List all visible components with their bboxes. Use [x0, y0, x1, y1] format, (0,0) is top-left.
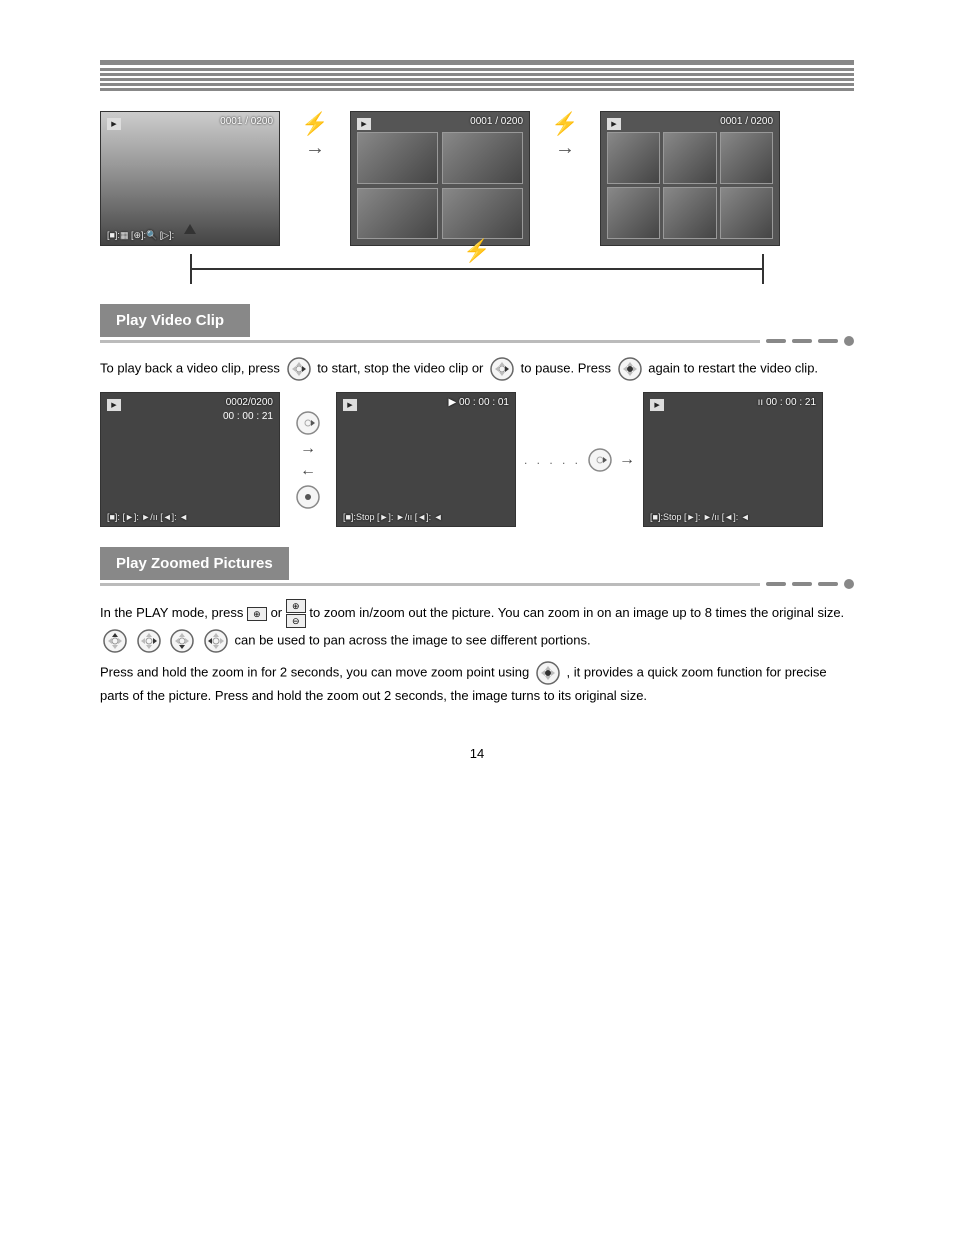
text-fragment: to start, stop the video clip or [317, 360, 483, 375]
video-screen-playing: ▶ 00 : 00 : 01 [■]:Stop [►]: ►/ıı [◄]: ◄ [336, 392, 516, 527]
text-fragment: In the PLAY mode, press [100, 605, 243, 620]
image-counter: 0001 / 0200 [720, 116, 773, 127]
video-instruction-text: To play back a video clip, press to star… [100, 356, 854, 382]
dpad-right-icon [136, 628, 162, 654]
thumbnail-mode-diagram: 0001 / 0200 [■]:▦ [⊕]:🔍 [▷]: ⚡ → 0001 / … [100, 111, 854, 246]
video-screen-paused: ıı 00 : 00 : 21 [■]:Stop [►]: ►/ıı [◄]: … [643, 392, 823, 527]
loop-back-arrow: ⚡ [190, 254, 764, 284]
video-time: ıı 00 : 00 : 21 [758, 397, 816, 408]
zoom-in-button-icon: ⊕ [286, 599, 306, 613]
text-fragment: To play back a video clip, press [100, 360, 280, 375]
text-fragment: image turns to its original size. [472, 688, 647, 703]
text-fragment: can be used to pan across the [235, 632, 409, 647]
section-heading-zoom: Play Zoomed Pictures [100, 547, 854, 589]
flash-icon: ⚡ [301, 111, 328, 137]
text-fragment: Press and hold the zoom in for 2 seconds… [100, 664, 529, 679]
dpad-right-icon [286, 356, 312, 382]
image-counter: 0001 / 0200 [470, 116, 523, 127]
playback-screen-3x3: 0001 / 0200 [600, 111, 780, 246]
play-mode-icon [650, 399, 664, 411]
dpad-up-icon [102, 628, 128, 654]
dpad-center-icon [295, 484, 321, 510]
text-fragment: to zoom in/zoom out the picture. You can… [309, 605, 593, 620]
video-time: 00 : 00 : 21 [223, 411, 273, 422]
zoom-instruction-text-2: Press and hold the zoom in for 2 seconds… [100, 660, 854, 706]
dpad-center-icon [617, 356, 643, 382]
header-gradient-lines [100, 60, 854, 91]
dpad-down-icon [169, 628, 195, 654]
screen-bottom-text: [■]:Stop [►]: ►/ıı [◄]: ◄ [650, 512, 816, 522]
section-label: Play Video Clip [100, 304, 250, 337]
continue-arrow: . . . . . → [524, 447, 635, 473]
transition-arrow: ⚡ → [540, 111, 590, 160]
playback-screen-2x2: 0001 / 0200 [350, 111, 530, 246]
bidirectional-arrow: → ← [288, 410, 328, 510]
flash-icon: ⚡ [463, 238, 490, 264]
transition-arrow: ⚡ → [290, 111, 340, 160]
zoom-instruction-text: In the PLAY mode, press ⊕ or ⊕ ⊖ to zoom… [100, 599, 854, 654]
play-mode-icon [107, 118, 121, 130]
zoom-in-button-icon: ⊕ [247, 607, 267, 621]
dpad-right-icon [587, 447, 613, 473]
video-playback-diagram: 0002/0200 00 : 00 : 21 [■]: [►]: ►/ıı [◄… [100, 392, 854, 527]
dpad-right-icon [295, 410, 321, 436]
text-fragment: on an image up to 8 times the original s… [597, 605, 844, 620]
image-counter: 0001 / 0200 [220, 116, 273, 127]
video-time: ▶ 00 : 00 : 01 [448, 397, 509, 408]
page-number: 14 [100, 746, 854, 761]
section-label: Play Zoomed Pictures [100, 547, 289, 580]
play-mode-icon [107, 399, 121, 411]
play-mode-icon [357, 118, 371, 130]
text-fragment: image to see different portions. [412, 632, 590, 647]
flash-icon: ⚡ [551, 111, 578, 137]
screen-bottom-text: [■]: [►]: ►/ıı [◄]: ◄ [107, 512, 273, 522]
dpad-center-icon [535, 660, 561, 686]
section-heading-video: Play Video Clip [100, 304, 854, 346]
zoom-out-button-icon: ⊖ [286, 614, 306, 628]
text-fragment: , it provides a [567, 664, 644, 679]
dpad-left-icon [203, 628, 229, 654]
play-mode-icon [343, 399, 357, 411]
video-screen-initial: 0002/0200 00 : 00 : 21 [■]: [►]: ►/ıı [◄… [100, 392, 280, 527]
dpad-right-icon [489, 356, 515, 382]
text-fragment: to pause. Press [521, 360, 611, 375]
play-mode-icon [607, 118, 621, 130]
screen-bottom-text: [■]:Stop [►]: ►/ıı [◄]: ◄ [343, 512, 509, 522]
text-fragment: or [271, 605, 283, 620]
text-fragment: again to restart the video clip. [648, 360, 818, 375]
image-counter: 0002/0200 [226, 397, 273, 408]
